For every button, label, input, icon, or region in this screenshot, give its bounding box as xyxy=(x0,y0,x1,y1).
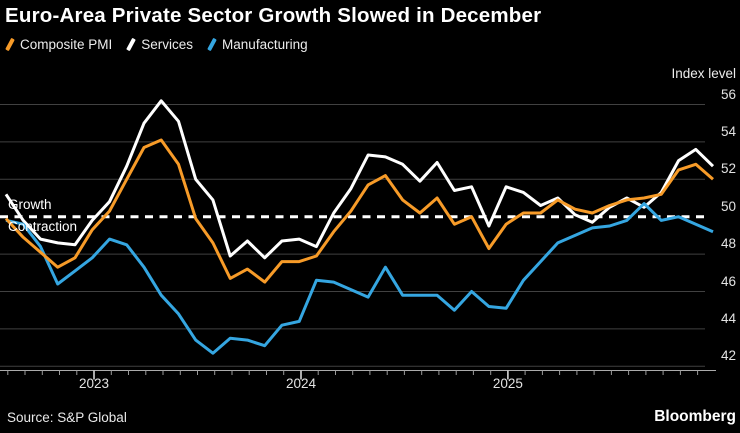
x-tick-label-2024: 2024 xyxy=(285,376,317,391)
y-tick-label-46: 46 xyxy=(720,273,736,289)
contraction-label: Contraction xyxy=(8,219,78,234)
growth-label: Growth xyxy=(8,197,52,212)
series-line-composite-pmi xyxy=(4,138,714,284)
legend-label: Services xyxy=(141,37,194,52)
x-tick-label-2025: 2025 xyxy=(492,376,523,391)
legend-label: Manufacturing xyxy=(222,37,308,52)
y-tick-label-44: 44 xyxy=(720,310,736,326)
legend-item-manufacturing: Manufacturing xyxy=(207,37,308,52)
legend-label: Composite PMI xyxy=(20,37,113,52)
y-tick-label-42: 42 xyxy=(720,348,736,364)
y-tick-label-54: 54 xyxy=(720,123,736,139)
y-tick-label-52: 52 xyxy=(720,161,736,177)
chart-title: Euro-Area Private Sector Growth Slowed i… xyxy=(5,4,542,27)
source-label: Source: S&P Global xyxy=(7,410,127,425)
series-line-services xyxy=(4,99,715,260)
legend: Composite PMI Services Manufacturing xyxy=(5,37,308,52)
y-axis-title: Index level xyxy=(671,66,736,81)
series-line-manufacturing xyxy=(5,202,714,355)
x-tick-label-2023: 2023 xyxy=(78,376,110,391)
legend-item-services: Services xyxy=(126,37,194,52)
y-tick-label-50: 50 xyxy=(720,198,736,214)
legend-item-composite-pmi: Composite PMI xyxy=(5,37,113,52)
y-tick-label-48: 48 xyxy=(720,236,736,252)
y-tick-label-56: 56 xyxy=(720,86,736,102)
bloomberg-logo: Bloomberg xyxy=(654,408,736,425)
